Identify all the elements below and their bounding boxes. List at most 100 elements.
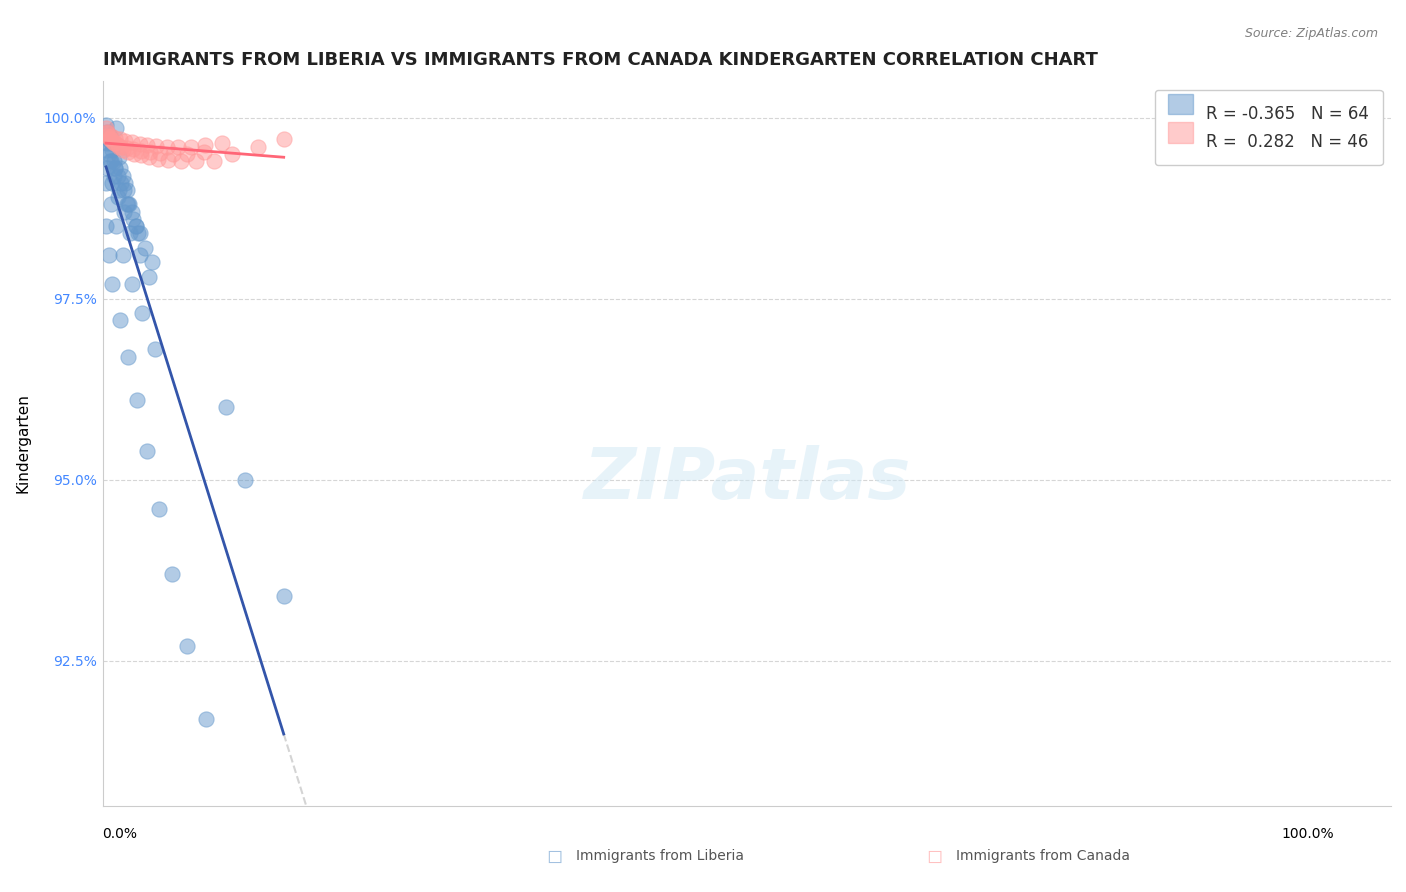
- Point: [104, 161, 127, 176]
- Text: Immigrants from Liberia: Immigrants from Liberia: [576, 849, 744, 863]
- Point: [100, 154, 122, 169]
- Point: [96, 136, 118, 150]
- Point: [101, 277, 124, 292]
- Point: [124, 219, 146, 234]
- Point: [104, 131, 127, 145]
- Point: [121, 277, 143, 292]
- Point: [136, 138, 159, 153]
- Text: Source: ZipAtlas.com: Source: ZipAtlas.com: [1244, 27, 1378, 40]
- Text: ◻: ◻: [925, 847, 942, 866]
- Point: [136, 443, 159, 458]
- Point: [124, 219, 146, 234]
- Point: [96, 127, 118, 141]
- Point: [149, 146, 172, 161]
- Point: [128, 227, 150, 241]
- Point: [107, 138, 129, 153]
- Point: [108, 183, 131, 197]
- Point: [98, 154, 121, 169]
- Point: [115, 141, 138, 155]
- Point: [98, 131, 121, 145]
- Point: [94, 219, 117, 234]
- Point: [134, 241, 156, 255]
- Point: [121, 204, 143, 219]
- Point: [170, 154, 193, 169]
- Point: [124, 146, 146, 161]
- Point: [94, 176, 117, 190]
- Point: [114, 134, 136, 148]
- Point: [112, 183, 135, 197]
- Point: [155, 139, 177, 153]
- Point: [176, 146, 198, 161]
- Point: [138, 150, 160, 164]
- Point: [110, 139, 132, 153]
- Point: [110, 176, 132, 190]
- Point: [98, 128, 121, 143]
- Point: [111, 169, 134, 183]
- Point: [215, 401, 238, 415]
- Point: [125, 392, 148, 407]
- Text: Immigrants from Canada: Immigrants from Canada: [956, 849, 1130, 863]
- Point: [160, 566, 183, 581]
- Point: [117, 350, 139, 364]
- Point: [194, 138, 217, 153]
- Point: [94, 143, 117, 157]
- Point: [273, 132, 295, 146]
- Point: [115, 183, 138, 197]
- Point: [103, 154, 125, 169]
- Point: [162, 146, 184, 161]
- Point: [105, 219, 128, 234]
- Point: [101, 134, 124, 148]
- Point: [114, 176, 136, 190]
- Y-axis label: Kindergarten: Kindergarten: [15, 393, 30, 493]
- Point: [111, 143, 134, 157]
- Point: [118, 197, 141, 211]
- Text: ◻: ◻: [546, 847, 562, 866]
- Point: [107, 190, 129, 204]
- Point: [97, 146, 120, 161]
- Point: [103, 136, 125, 150]
- Point: [176, 640, 198, 654]
- Point: [146, 152, 169, 166]
- Point: [202, 154, 225, 169]
- Legend: R = -0.365   N = 64, R =  0.282   N = 46: R = -0.365 N = 64, R = 0.282 N = 46: [1154, 90, 1382, 165]
- Point: [167, 139, 190, 153]
- Point: [273, 589, 295, 603]
- Point: [94, 121, 117, 136]
- Point: [100, 197, 122, 211]
- Point: [104, 161, 127, 176]
- Point: [129, 144, 152, 158]
- Point: [195, 712, 218, 726]
- Point: [97, 132, 120, 146]
- Point: [96, 128, 118, 143]
- Point: [105, 121, 128, 136]
- Point: [141, 255, 163, 269]
- Point: [96, 125, 118, 139]
- Point: [94, 118, 117, 132]
- Point: [156, 153, 179, 167]
- Point: [96, 125, 118, 139]
- Point: [148, 501, 170, 516]
- Text: ZIPatlas: ZIPatlas: [583, 445, 911, 514]
- Text: 0.0%: 0.0%: [103, 828, 136, 841]
- Point: [233, 473, 256, 487]
- Point: [127, 227, 149, 241]
- Point: [112, 204, 135, 219]
- Point: [117, 197, 139, 211]
- Point: [111, 248, 134, 262]
- Point: [246, 139, 269, 153]
- Point: [139, 145, 162, 160]
- Point: [128, 136, 150, 151]
- Text: IMMIGRANTS FROM LIBERIA VS IMMIGRANTS FROM CANADA KINDERGARTEN CORRELATION CHART: IMMIGRANTS FROM LIBERIA VS IMMIGRANTS FR…: [104, 51, 1098, 69]
- Point: [103, 169, 125, 183]
- Point: [104, 136, 127, 150]
- Point: [100, 128, 122, 143]
- Point: [180, 139, 202, 153]
- Point: [128, 248, 150, 262]
- Point: [108, 139, 131, 153]
- Point: [107, 169, 129, 183]
- Point: [211, 136, 233, 150]
- Point: [101, 176, 124, 190]
- Point: [129, 148, 152, 162]
- Point: [97, 248, 120, 262]
- Point: [96, 161, 118, 176]
